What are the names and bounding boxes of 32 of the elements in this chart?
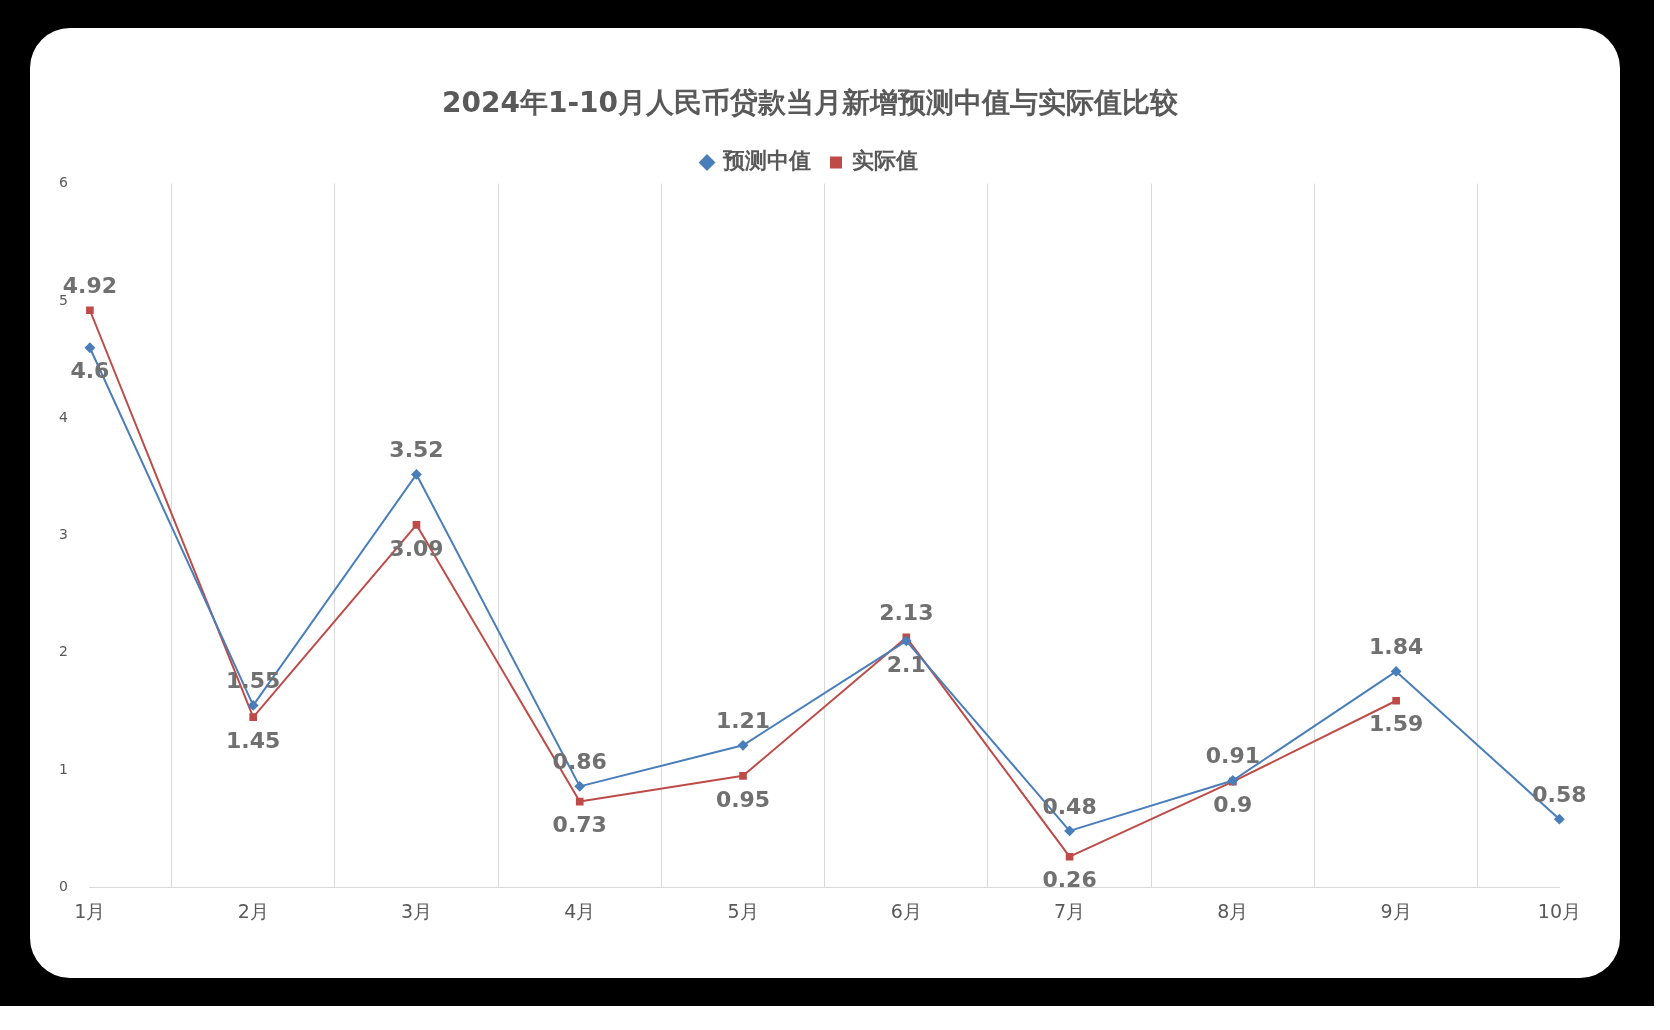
x-tick-label: 5月: [727, 899, 759, 922]
data-label: 0.58: [1532, 781, 1587, 807]
data-label: 0.91: [1205, 743, 1260, 769]
x-tick-label: 7月: [1054, 899, 1086, 922]
legend-label: 实际值: [852, 148, 918, 174]
x-tick-label: 10月: [1537, 899, 1582, 922]
x-tick-label: 2月: [237, 899, 269, 922]
data-label: 3.52: [389, 437, 444, 463]
data-label: 0.95: [715, 786, 771, 812]
x-tick-label: 8月: [1217, 899, 1249, 922]
x-tick-label: 4月: [564, 899, 596, 922]
chart-title: 2024年1-10月人民币贷款当月新增预测中值与实际值比较: [442, 86, 1179, 120]
data-label: 0.73: [552, 812, 607, 838]
y-tick-label: 2: [58, 643, 68, 660]
data-label: 1.59: [1368, 711, 1424, 737]
data-label: 2.13: [879, 600, 934, 626]
x-tick-label: 9月: [1380, 899, 1412, 922]
y-tick-label: 4: [58, 408, 68, 425]
data-label: 1.84: [1368, 634, 1424, 660]
y-tick-label: 0: [58, 877, 68, 894]
data-label: 2.1: [886, 651, 926, 677]
y-tick-label: 1: [58, 760, 68, 777]
data-label: 1.45: [226, 727, 281, 753]
x-tick-label: 1月: [74, 899, 106, 922]
x-tick-label: 3月: [400, 899, 433, 922]
y-tick-label: 6: [58, 174, 68, 191]
data-label: 0.26: [1042, 867, 1097, 893]
data-label: 0.9: [1213, 792, 1253, 818]
data-label: 1.21: [715, 708, 771, 734]
legend-label: 预测中值: [722, 148, 811, 174]
y-tick-label: 3: [58, 526, 68, 543]
x-tick-label: 6月: [890, 899, 922, 922]
